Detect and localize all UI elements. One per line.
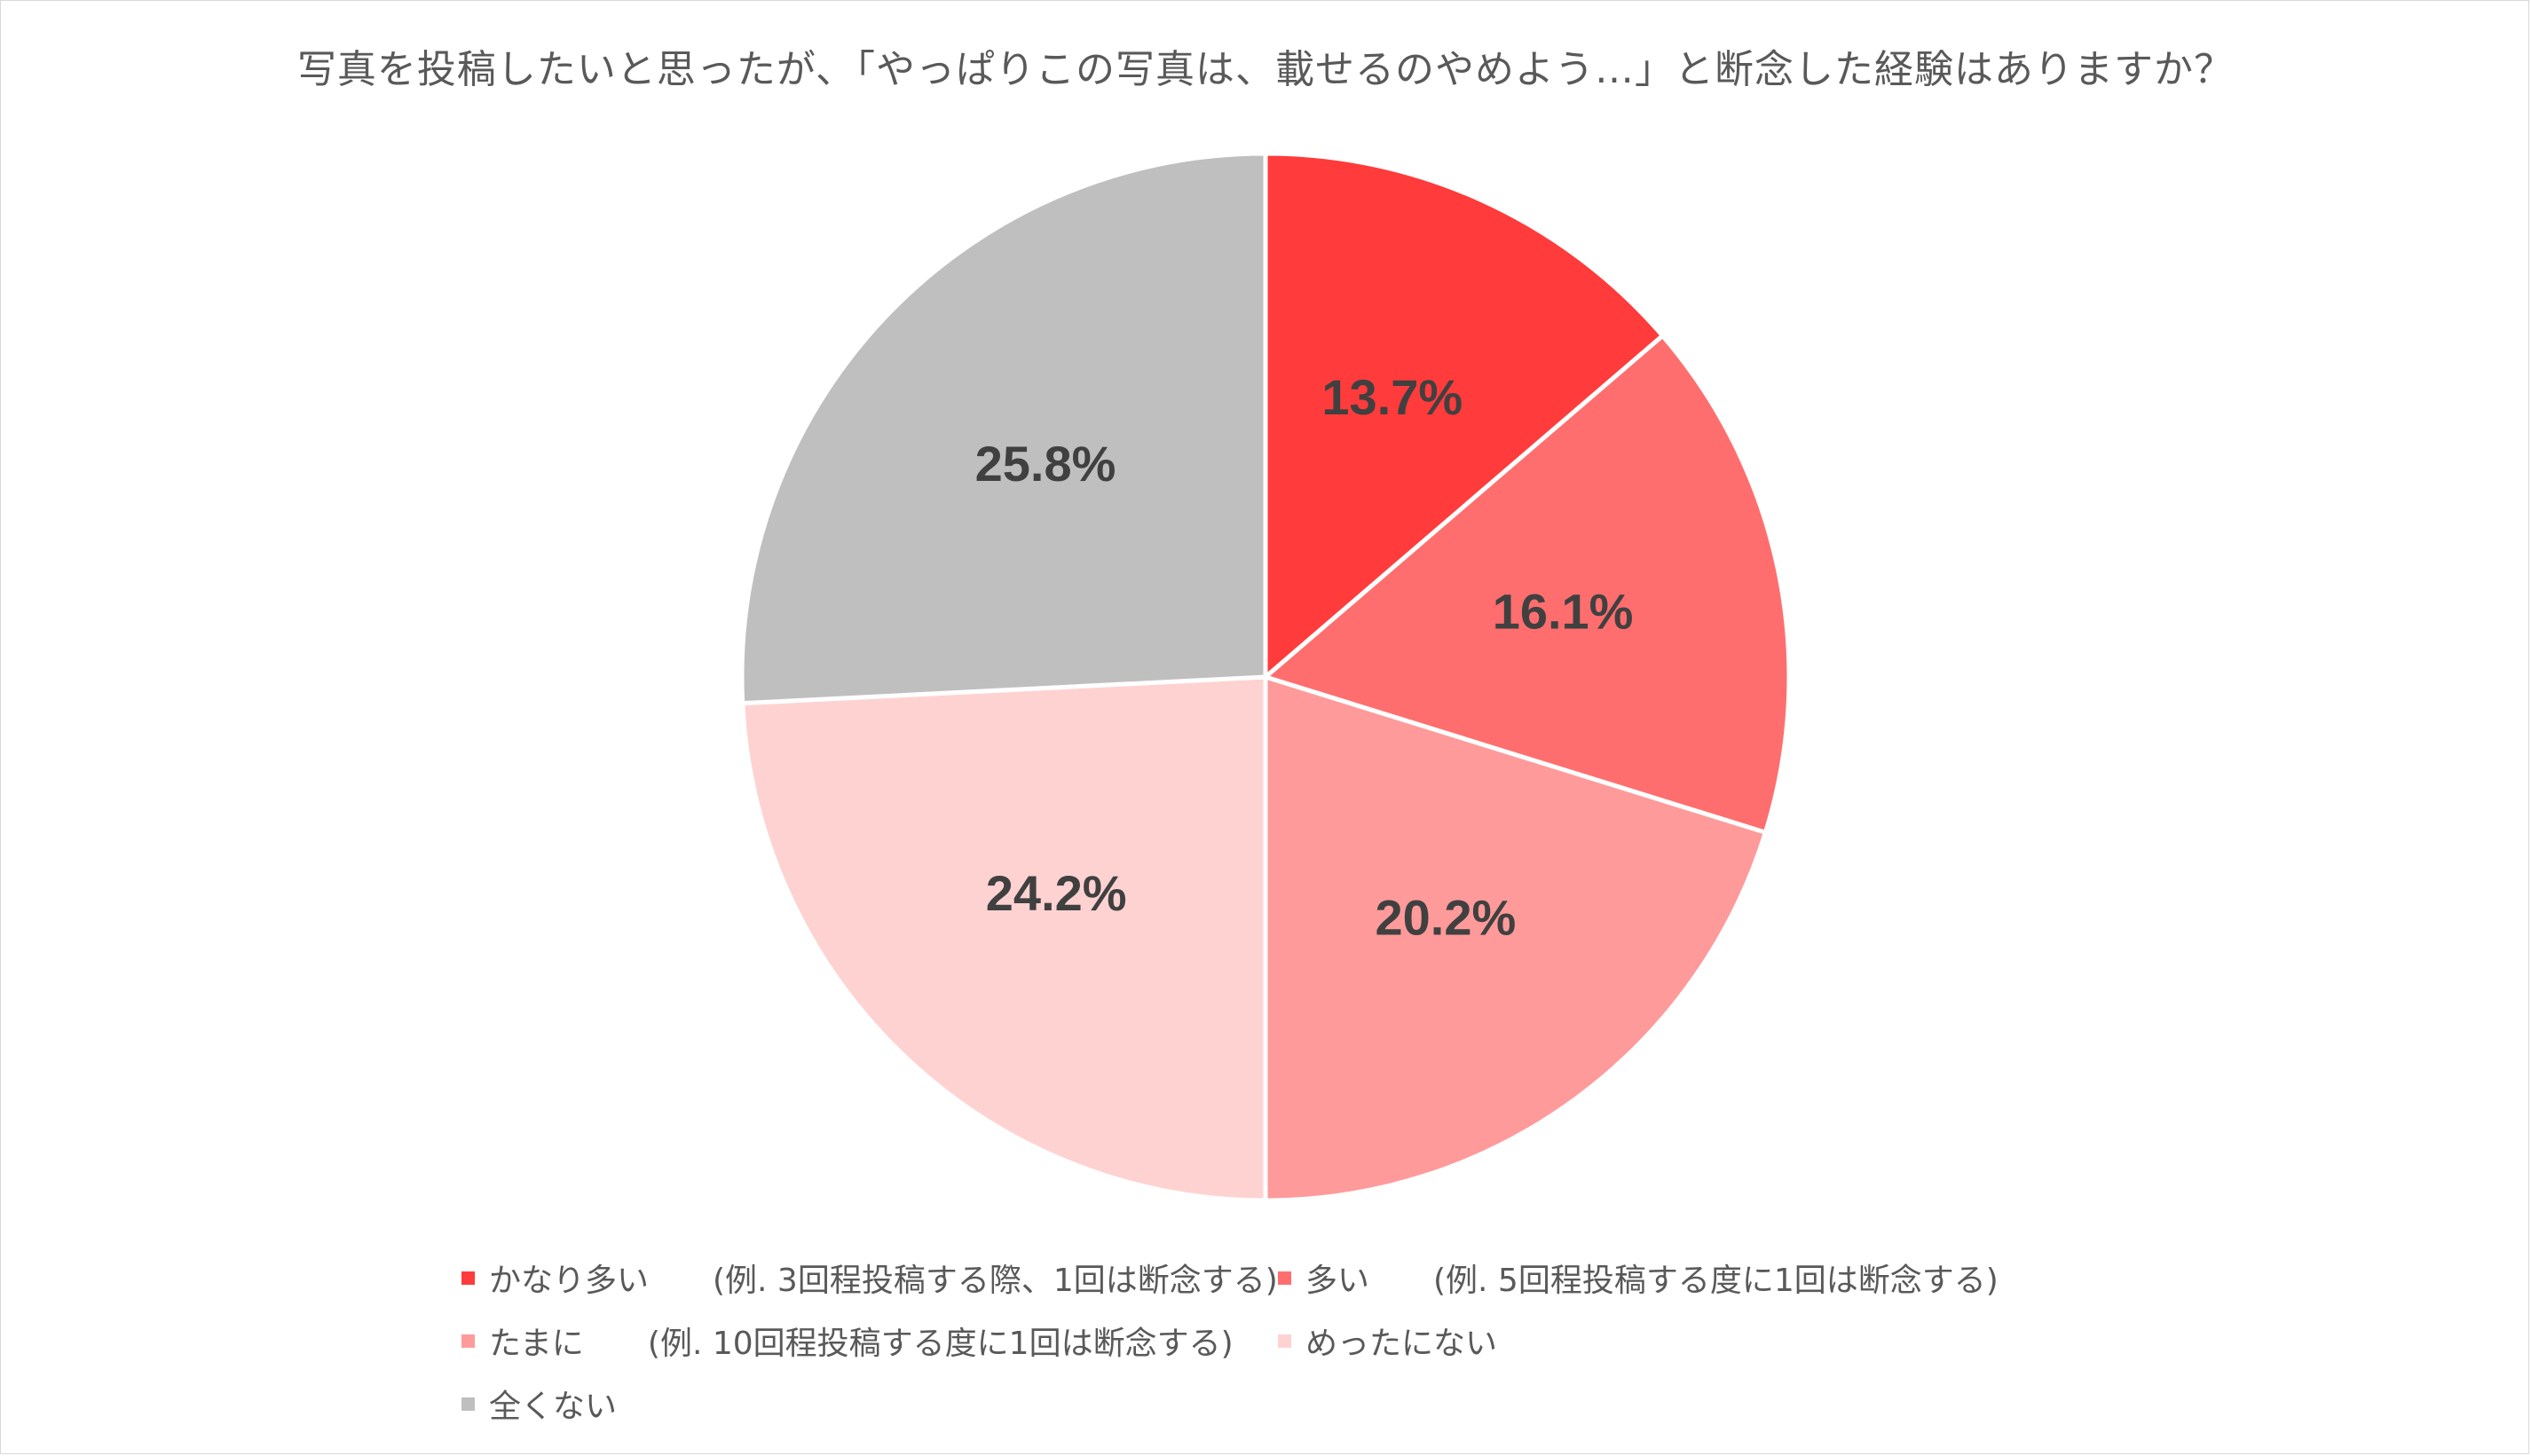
- pie-slice-1: [1263, 151, 1665, 680]
- slice-label-3: 20.2%: [1375, 889, 1516, 945]
- pie-slice-2: [1263, 333, 1792, 835]
- slice-label-2: 16.1%: [1493, 583, 1634, 639]
- slice-label-5: 25.8%: [975, 436, 1116, 492]
- slice-label-1: 13.7%: [1321, 369, 1463, 425]
- slice-label-4: 24.2%: [986, 865, 1127, 921]
- pie-slice-5: [739, 151, 1268, 706]
- pie-slice-4: [740, 674, 1268, 1203]
- chart-title: 写真を投稿したいと思ったが、「やっぱりこの写真は、載せるのやめよう…」と断念した…: [296, 47, 2235, 92]
- pie-slice-3: [1263, 674, 1768, 1203]
